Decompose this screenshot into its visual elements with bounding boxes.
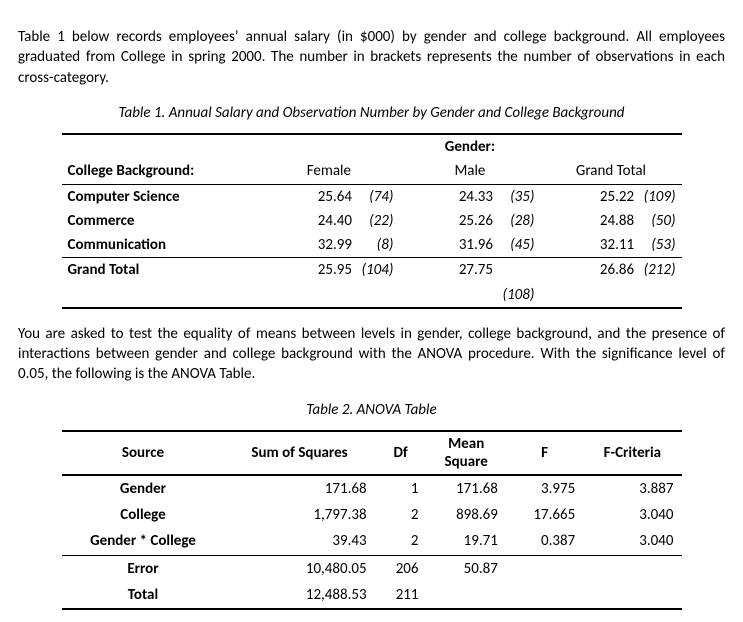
row-header: College Background: (62, 159, 259, 184)
table2-caption: Table 2. ANOVA Table (18, 400, 725, 420)
anova-row: Error 10,480.05 206 50.87 (62, 555, 682, 582)
table-row-grand-total: Grand Total 25.95 (104) 27.75 (000) 26.8… (62, 258, 682, 283)
h-df: Df (375, 431, 427, 475)
col-grand-total: Grand Total (540, 159, 681, 184)
anova-row: Total 12,488.53 211 (62, 582, 682, 609)
col-female: Female (258, 159, 399, 184)
anova-row: College 1,797.38 2 898.69 17.665 3.040 (62, 502, 682, 528)
table-row: Computer Science 25.64 (74) 24.33 (35) 2… (62, 184, 682, 209)
table-row: Communication 32.99 (8) 31.96 (45) 32.11… (62, 233, 682, 258)
col-male: Male (399, 159, 540, 184)
table-row-grand-total-2: (108) (62, 283, 682, 308)
h-source: Source (62, 431, 225, 475)
gender-header: Gender: (258, 134, 681, 159)
anova-table: Source Sum of Squares Df MeanSquare F F-… (62, 430, 682, 610)
salary-table: Gender: College Background: Female Male … (62, 133, 682, 309)
table-row: Commerce 24.40 (22) 25.26 (28) 24.88 (50… (62, 209, 682, 233)
h-ss: Sum of Squares (224, 431, 374, 475)
mid-paragraph: You are asked to test the equality of me… (18, 324, 725, 385)
h-ms: MeanSquare (427, 431, 506, 475)
anova-row: Gender * College 39.43 2 19.71 0.387 3.0… (62, 528, 682, 555)
table1-caption: Table 1. Annual Salary and Observation N… (18, 103, 725, 123)
h-fc: F-Criteria (583, 431, 681, 475)
intro-paragraph: Table 1 below records employees’ annual … (18, 27, 725, 88)
h-f: F (506, 431, 583, 475)
anova-row: Gender 171.68 1 171.68 3.975 3.887 (62, 475, 682, 502)
